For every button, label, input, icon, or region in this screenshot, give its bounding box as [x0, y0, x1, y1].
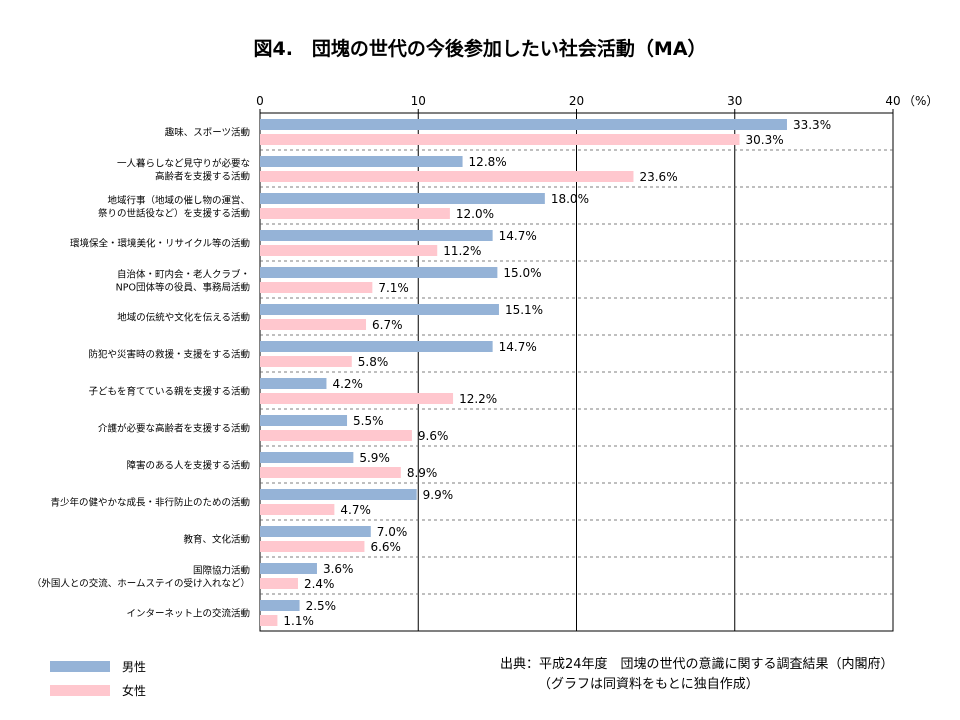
data-label-male: 18.0%	[551, 192, 589, 206]
bar-female	[260, 578, 298, 589]
category-label: 高齢者を支援する活動	[155, 171, 250, 183]
source-remark: （グラフは同資料をもとに独自作成）	[538, 677, 759, 692]
data-label-female: 2.4%	[304, 577, 335, 591]
data-label-male: 14.7%	[499, 340, 537, 354]
category-label: （外国人との交流、ホームステイの受け入れなど）	[32, 578, 250, 590]
category-label: 自治体・町内会・老人クラブ・	[117, 269, 250, 281]
data-label-female: 7.1%	[378, 281, 409, 295]
data-label-male: 15.1%	[505, 303, 543, 317]
bar-female	[260, 245, 438, 256]
bar-female	[260, 393, 454, 404]
bar-male	[260, 156, 463, 167]
data-label-female: 1.1%	[283, 614, 314, 628]
bar-male	[260, 526, 371, 537]
bar-male	[260, 489, 417, 500]
bar-male	[260, 452, 354, 463]
category-label: 青少年の健やかな成長・非行防止のための活動	[50, 497, 250, 509]
bar-female	[260, 171, 634, 182]
data-label-female: 23.6%	[639, 170, 677, 184]
data-label-male: 12.8%	[469, 155, 507, 169]
bar-female	[260, 430, 412, 441]
bar-male	[260, 378, 327, 389]
legend-label-female: 女性	[122, 684, 147, 698]
category-label: 一人暮らしなど見守りが必要な	[117, 158, 250, 170]
data-label-male: 33.3%	[793, 118, 831, 132]
bar-female	[260, 615, 278, 626]
legend-swatch-male	[50, 661, 110, 672]
data-label-male: 5.9%	[359, 451, 390, 465]
category-label: 子どもを育てている親を支援する活動	[88, 386, 250, 398]
bar-female	[260, 208, 450, 219]
bar-female	[260, 504, 335, 515]
legend-swatch-female	[50, 685, 110, 696]
x-tick-label: 40	[885, 94, 900, 108]
bar-male	[260, 304, 499, 315]
bar-male	[260, 600, 300, 611]
legend-item-male: 男性	[50, 658, 146, 675]
x-tick-label: 10	[411, 94, 426, 108]
bar-female	[260, 282, 373, 293]
data-label-female: 6.7%	[372, 318, 403, 332]
x-tick-label: 30	[727, 94, 742, 108]
legend-label-male: 男性	[122, 660, 147, 674]
category-label: 祭りの世話役など）を支援する活動	[98, 208, 250, 220]
legend-item-female: 女性	[50, 682, 146, 699]
category-label: 教育、文化活動	[183, 534, 250, 546]
bar-male	[260, 230, 493, 241]
source-note: 出典：平成24年度 団塊の世代の意識に関する調査結果（内閣府） （グラフは同資料…	[500, 655, 894, 695]
category-label: NPO団体等の役員、事務局活動	[116, 282, 250, 294]
category-label: 環境保全・環境美化・リサイクル等の活動	[70, 238, 250, 250]
data-label-female: 6.6%	[370, 540, 401, 554]
data-label-female: 5.8%	[358, 355, 389, 369]
data-label-female: 30.3%	[745, 133, 783, 147]
bar-male	[260, 341, 493, 352]
source-line: 出典：平成24年度 団塊の世代の意識に関する調査結果（内閣府）	[500, 657, 894, 672]
data-label-male: 14.7%	[499, 229, 537, 243]
data-label-male: 9.9%	[423, 488, 454, 502]
data-label-female: 12.2%	[459, 392, 497, 406]
data-label-female: 8.9%	[407, 466, 438, 480]
category-label: 国際協力活動	[193, 565, 250, 577]
category-label: 障害のある人を支援する活動	[126, 460, 250, 472]
data-label-male: 2.5%	[306, 599, 337, 613]
bar-male	[260, 193, 545, 204]
bar-male	[260, 119, 787, 130]
data-label-male: 5.5%	[353, 414, 384, 428]
category-label: 地域の伝統や文化を伝える活動	[117, 312, 250, 324]
bar-male	[260, 563, 317, 574]
category-label: 地域行事（地域の催し物の運営、	[107, 195, 250, 207]
chart-title: 図4. 団塊の世代の今後参加したい社会活動（MA）	[253, 38, 707, 60]
bar-female	[260, 467, 401, 478]
data-label-female: 4.7%	[340, 503, 371, 517]
data-label-female: 9.6%	[418, 429, 449, 443]
category-label: 介護が必要な高齢者を支援する活動	[98, 423, 250, 435]
x-tick-label: 20	[569, 94, 584, 108]
bar-female	[260, 356, 352, 367]
bar-male	[260, 267, 498, 278]
category-label: 防犯や災害時の救援・支援をする活動	[88, 349, 250, 361]
bar-female	[260, 134, 740, 145]
x-tick-label: 0	[256, 94, 264, 108]
data-label-male: 4.2%	[332, 377, 363, 391]
bar-female	[260, 541, 365, 552]
data-label-female: 12.0%	[456, 207, 494, 221]
category-label: インターネット上の交流活動	[126, 608, 250, 620]
bar-male	[260, 415, 348, 426]
data-label-female: 11.2%	[443, 244, 481, 258]
data-label-male: 3.6%	[323, 562, 354, 576]
x-unit-label: （%）	[903, 94, 938, 108]
category-label: 趣味、スポーツ活動	[165, 127, 250, 139]
bar-female	[260, 319, 367, 330]
data-label-male: 7.0%	[377, 525, 408, 539]
data-label-male: 15.0%	[503, 266, 541, 280]
